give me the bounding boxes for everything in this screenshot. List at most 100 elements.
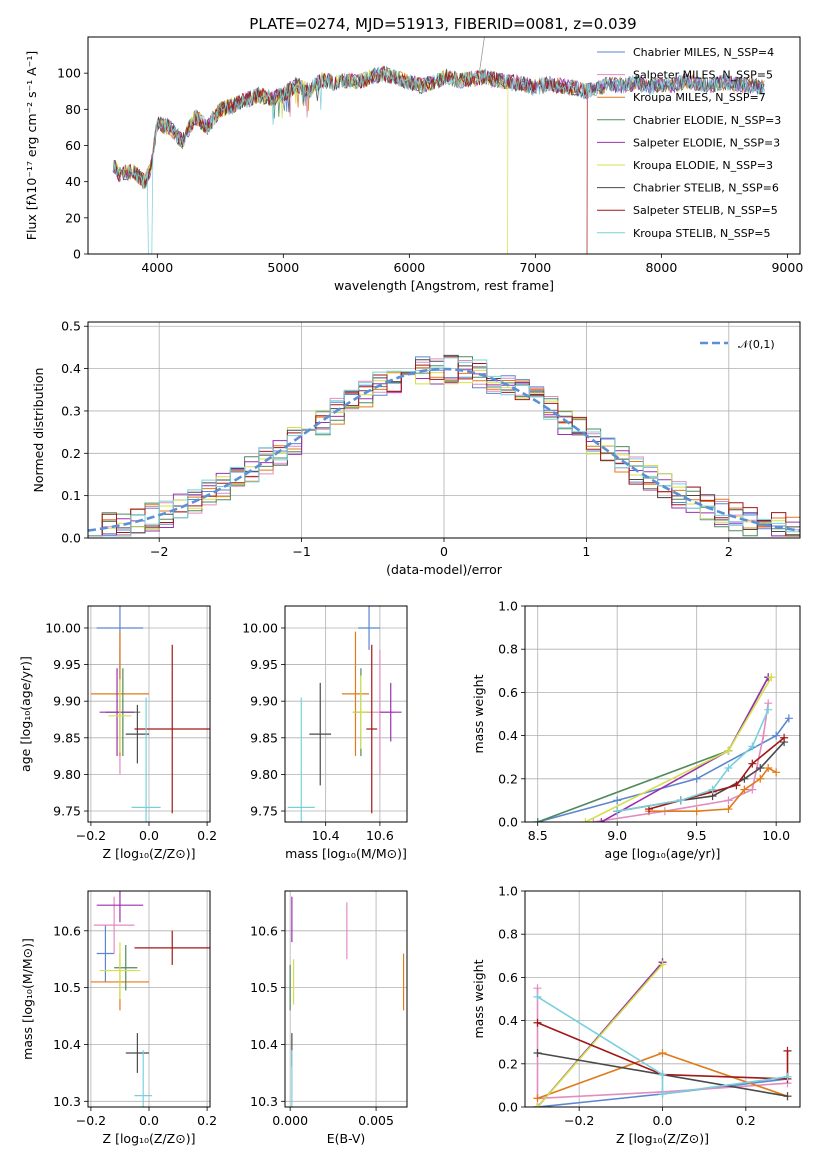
- y-tick-label: 10.00: [45, 620, 81, 635]
- legend-label: Kroupa MILES, N_SSP=7: [633, 91, 766, 104]
- series-marker: [533, 1094, 542, 1103]
- y-tick-label: 9.90: [250, 694, 278, 709]
- mass-weight-series: [533, 673, 793, 822]
- x-tick-label: 0.0: [139, 1113, 159, 1128]
- y-tick-label: 20: [65, 210, 81, 225]
- series-marker: [759, 731, 768, 740]
- legend-label: Kroupa ELODIE, N_SSP=3: [633, 159, 773, 172]
- y-tick-label: 9.90: [53, 694, 81, 709]
- legend-label: Salpeter MILES, N_SSP=5: [633, 69, 773, 82]
- series-line: [537, 676, 769, 822]
- x-tick-label: 8000: [645, 260, 677, 275]
- y-tick-label: 0.2: [61, 446, 81, 461]
- x-tick-label: −0.2: [564, 1113, 594, 1128]
- y-axis-label: Flux [fλ10⁻¹⁷ erg cm⁻² s⁻¹ A⁻¹]: [24, 51, 39, 240]
- residual-histogram-panel: −2 −1 0 1 2 0.0 0.1 0.2 0.3 0.4 0.5 (data-model)/er…: [31, 319, 801, 577]
- y-tick-label: 10.4: [250, 1037, 278, 1052]
- legend-label: Salpeter ELODIE, N_SSP=3: [633, 136, 780, 149]
- y-tick-label: 9.80: [53, 767, 81, 782]
- series-marker: [597, 818, 606, 822]
- y-tick-label: 0.1: [61, 488, 81, 503]
- x-tick-label: 1: [582, 544, 590, 559]
- y-tick-label: 0.8: [498, 642, 518, 657]
- y-tick-label: 60: [65, 138, 81, 153]
- legend-label: Chabrier ELODIE, N_SSP=3: [633, 114, 781, 127]
- series-marker: [724, 746, 733, 755]
- y-tick-label: 80: [65, 102, 81, 117]
- x-tick-label: −0.2: [76, 828, 106, 843]
- y-tick-label: 0.6: [498, 685, 518, 700]
- y-tick-label: 10.6: [53, 923, 81, 938]
- series-marker: [533, 992, 542, 1001]
- y-tick-label: 0.0: [498, 1100, 518, 1115]
- series-marker: [724, 796, 733, 805]
- x-tick-label: 9.5: [687, 828, 707, 843]
- y-tick-label: 9.85: [250, 730, 278, 745]
- x-axis-label: wavelength [Angstrom, rest frame]: [334, 278, 554, 293]
- spectrum-lines: [112, 37, 765, 254]
- y-tick-label: 0.0: [61, 531, 81, 546]
- x-axis-label: Z [log₁₀(Z/Z⊙)]: [616, 1131, 709, 1146]
- y-axis-label: Normed distribution: [31, 368, 46, 493]
- legend-label: Kroupa STELIB, N_SSP=5: [633, 227, 771, 240]
- series-marker: [764, 764, 773, 772]
- x-tick-label: 5000: [267, 260, 299, 275]
- x-axis-label: (data-model)/error: [386, 562, 503, 577]
- x-tick-label: 9000: [771, 260, 803, 275]
- y-tick-label: 0.4: [498, 1013, 518, 1028]
- y-tick-label: 10.3: [53, 1094, 81, 1109]
- errorbar-points: [90, 891, 210, 1107]
- series-marker: [748, 785, 757, 794]
- plot-frame: [284, 605, 408, 823]
- series-marker: [756, 774, 765, 783]
- series-marker: [692, 774, 701, 783]
- legend-label: Chabrier MILES, N_SSP=4: [633, 46, 774, 59]
- y-tick-label: 10.6: [250, 923, 278, 938]
- x-tick-label: 0: [440, 544, 448, 559]
- series-line: [536, 988, 788, 1100]
- y-tick-label: 40: [65, 174, 81, 189]
- y-tick-label: 0.0: [498, 815, 518, 830]
- y-tick-label: 10.5: [53, 980, 81, 995]
- normal-curve: [88, 367, 800, 532]
- series-marker: [740, 785, 749, 794]
- y-tick-label: 0: [73, 247, 81, 262]
- y-tick-label: 10.5: [250, 980, 278, 995]
- mass-weight-vs-age-panel: 8.5 9.0 9.5 10.0 0.0 0.2 0.4 0.6 0.8 1.0 age [log₁…: [471, 599, 801, 861]
- mass-weight-vs-metallicity-panel: −0.2 0.0 0.2 0.0 0.2 0.4 0.6 0.8 1.0 Z [log₁₀(Z/Z…: [471, 884, 801, 1146]
- x-tick-label: 8.5: [528, 828, 548, 843]
- y-tick-label: 1.0: [498, 884, 518, 899]
- series-marker: [783, 1046, 792, 1055]
- histogram-bars: [88, 354, 800, 537]
- y-tick-label: 0.2: [498, 1056, 518, 1071]
- x-axis-label: Z [log₁₀(Z/Z⊙)]: [103, 846, 196, 861]
- x-tick-label: 9.0: [607, 828, 627, 843]
- series-marker: [589, 818, 598, 822]
- x-axis-label: mass [log₁₀(M/M⊙)]: [285, 846, 407, 861]
- y-tick-label: 10.4: [53, 1037, 81, 1052]
- y-tick-label: 9.75: [250, 804, 278, 819]
- series-marker: [533, 1049, 542, 1057]
- errorbar-points: [287, 606, 402, 822]
- series-line: [537, 1022, 789, 1080]
- series-marker: [658, 1070, 667, 1079]
- y-axis-label: mass [log₁₀(M/M⊙)]: [20, 938, 35, 1060]
- x-tick-label: 0.000: [272, 1113, 308, 1128]
- series-marker: [676, 796, 685, 805]
- series-marker: [783, 1092, 792, 1101]
- y-tick-label: 10.00: [242, 620, 278, 635]
- y-tick-label: 9.95: [53, 657, 81, 672]
- x-tick-label: −1: [292, 544, 310, 559]
- series-marker: [780, 733, 789, 742]
- series-marker: [658, 960, 667, 969]
- x-tick-label: 4000: [141, 260, 173, 275]
- y-tick-label: 9.85: [53, 730, 81, 745]
- series-marker: [533, 1103, 542, 1107]
- x-tick-label: 0.2: [197, 1113, 217, 1128]
- x-tick-label: 7000: [519, 260, 551, 275]
- y-tick-label: 0.5: [61, 319, 81, 334]
- series-line: [537, 996, 788, 1095]
- x-tick-label: 10.4: [312, 828, 340, 843]
- age-vs-metallicity-panel: −0.2 0.0 0.2 9.75 9.80 9.85 9.90 9.95 10.00 Z [lo…: [18, 605, 217, 861]
